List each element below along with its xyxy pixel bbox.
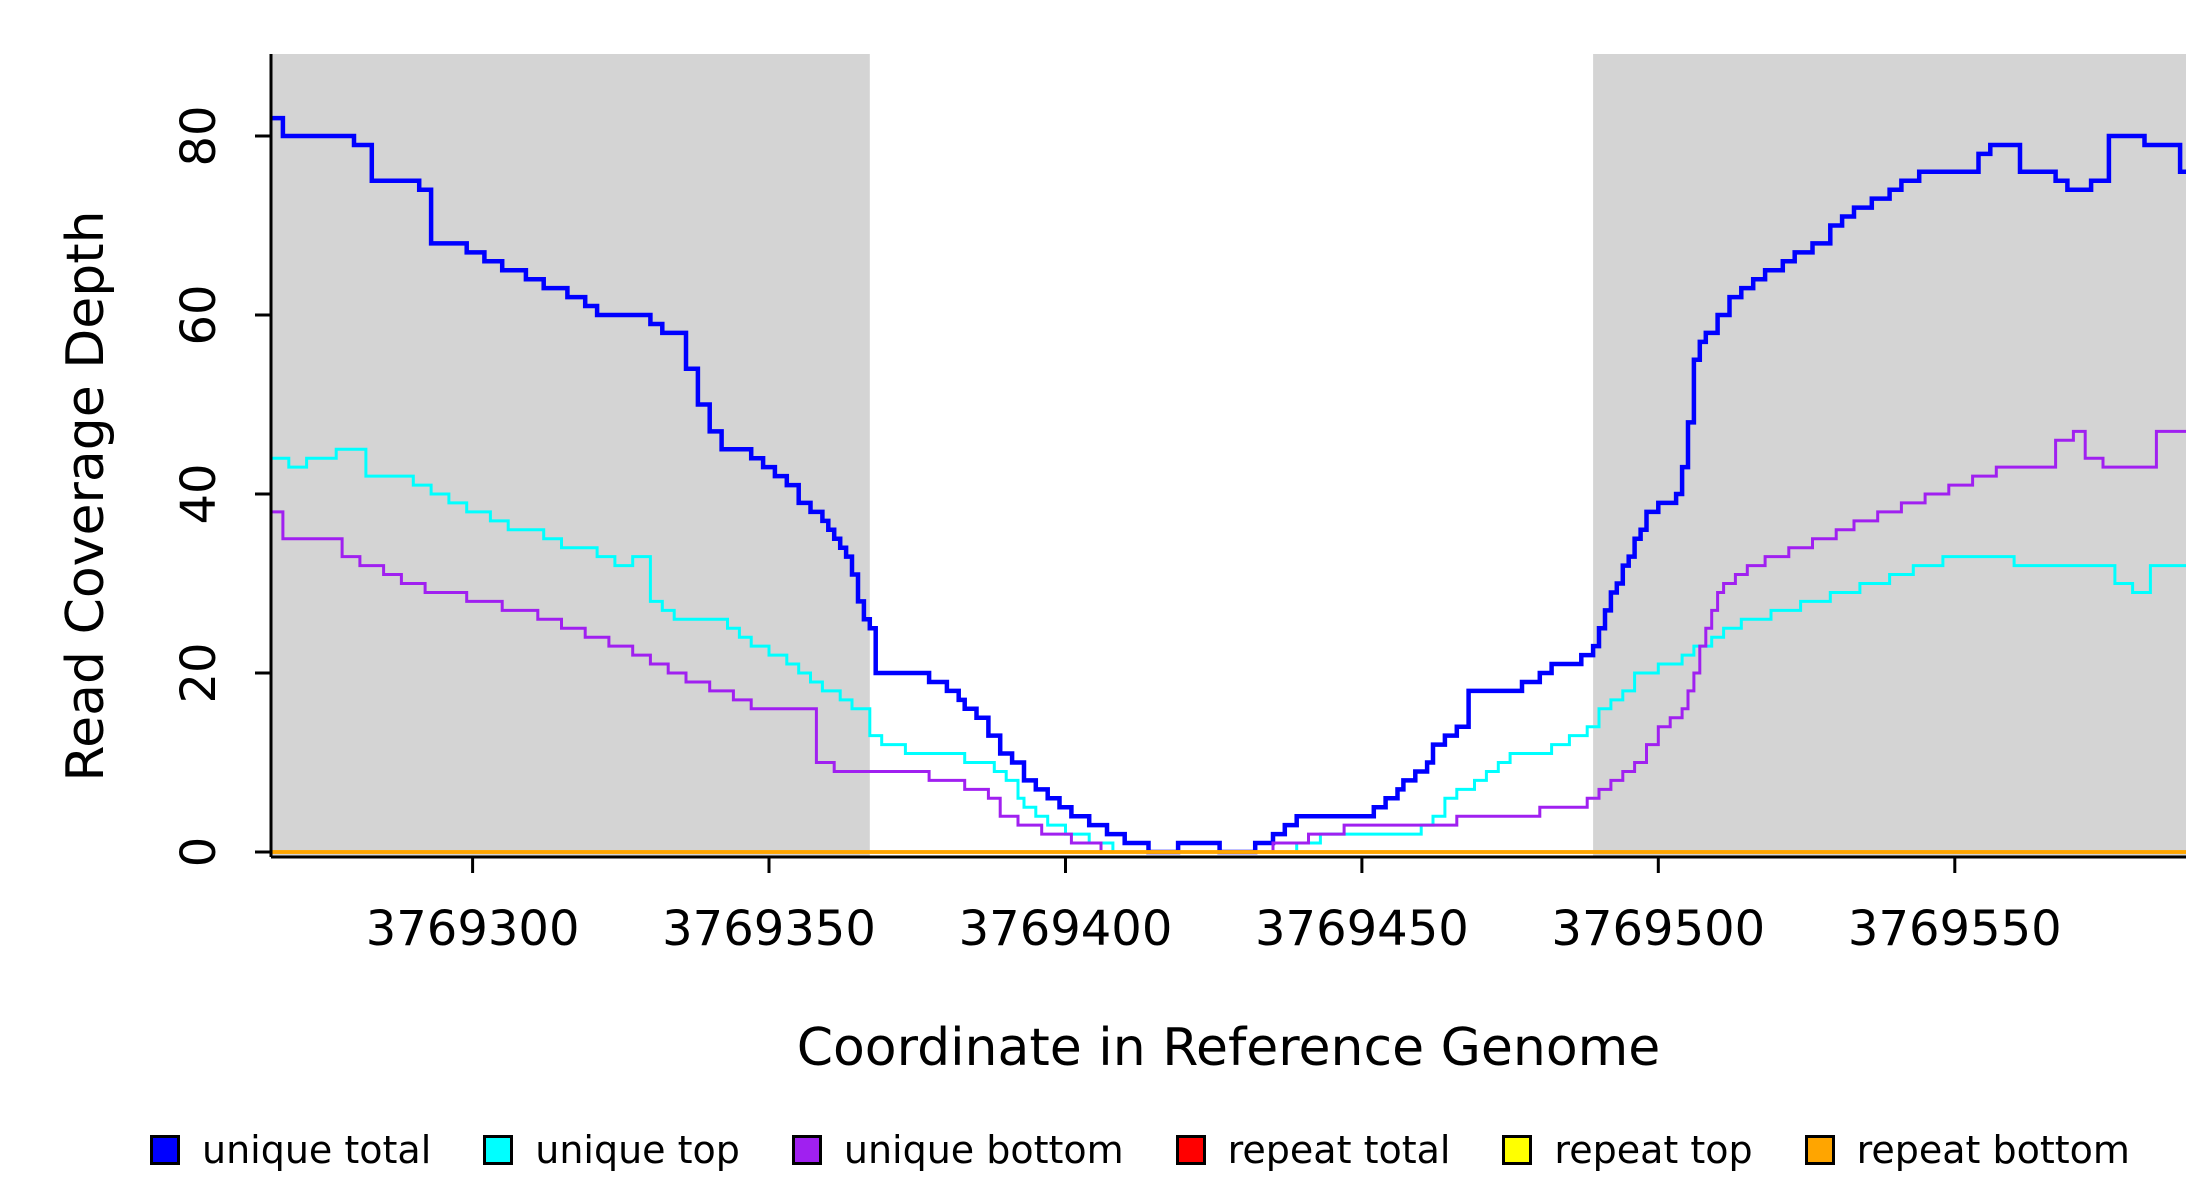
chart-legend: unique total unique top unique bottom repea… xyxy=(150,1126,2130,1174)
legend-label: unique total xyxy=(202,1128,432,1172)
legend-swatch-icon xyxy=(1175,1135,1206,1165)
legend-swatch-icon xyxy=(791,1135,822,1165)
shaded-regions xyxy=(271,54,2186,857)
shaded-region xyxy=(271,54,870,857)
legend-label: repeat total xyxy=(1227,1128,1451,1172)
x-tick-label: 3769550 xyxy=(1848,901,2062,957)
shaded-region xyxy=(1593,54,2186,857)
legend-swatch-icon xyxy=(1804,1135,1835,1165)
x-tick-label: 3769500 xyxy=(1551,901,1765,957)
legend-label: unique top xyxy=(535,1128,740,1172)
legend-swatch-icon xyxy=(1502,1135,1533,1165)
legend-item-unique-top: unique top xyxy=(483,1128,740,1172)
legend-label: repeat bottom xyxy=(1856,1128,2130,1172)
x-axis-title: Coordinate in Reference Genome xyxy=(796,1018,1661,1078)
y-tick-label: 40 xyxy=(171,463,227,524)
y-tick-label: 80 xyxy=(171,105,227,166)
y-tick-label: 60 xyxy=(171,284,227,345)
legend-item-repeat-top: repeat top xyxy=(1502,1128,1753,1172)
legend-swatch-icon xyxy=(150,1135,180,1165)
legend-item-repeat-bottom: repeat bottom xyxy=(1804,1128,2130,1172)
y-tick-label: 20 xyxy=(171,642,227,703)
x-tick-label: 3769300 xyxy=(366,901,580,957)
legend-item-unique-total: unique total xyxy=(150,1128,431,1172)
legend-item-repeat-total: repeat total xyxy=(1175,1128,1451,1172)
series-unique-bottom xyxy=(271,429,2186,854)
series-unique-total xyxy=(271,115,2186,855)
series-unique-top xyxy=(271,447,2186,854)
legend-label: repeat top xyxy=(1554,1128,1753,1172)
legend-label: unique bottom xyxy=(843,1128,1124,1172)
y-axis-title: Read Coverage Depth xyxy=(56,210,116,782)
legend-swatch-icon xyxy=(483,1135,514,1165)
x-tick-label: 3769450 xyxy=(1255,901,1469,957)
x-tick-label: 3769350 xyxy=(662,901,876,957)
axes: 3769300 3769350 3769400 3769450 3769500 37695… xyxy=(171,54,2186,957)
legend-item-unique-bottom: unique bottom xyxy=(791,1128,1124,1172)
y-tick-label: 0 xyxy=(171,837,227,868)
x-tick-label: 3769400 xyxy=(959,901,1173,957)
